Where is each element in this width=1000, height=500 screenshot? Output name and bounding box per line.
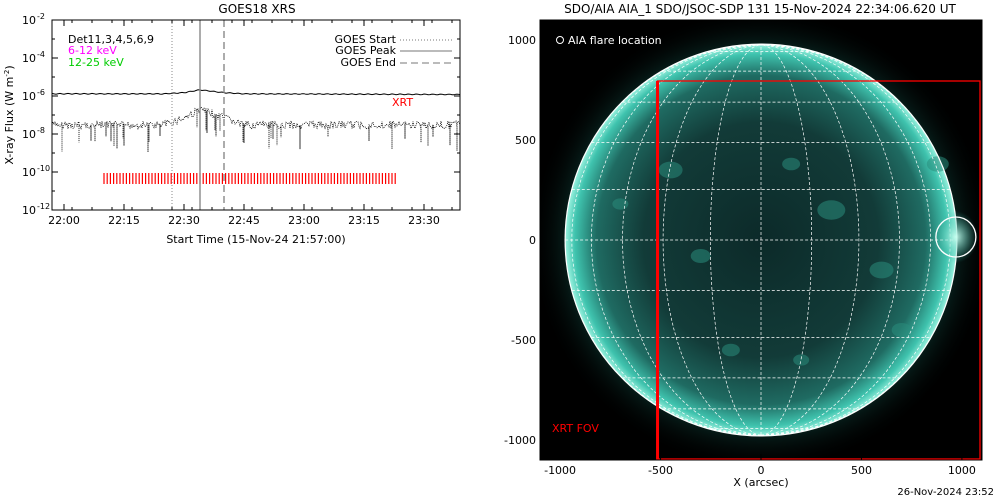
aia-image-title: SDO/AIA AIA_1 SDO/JSOC-SDP 131 15-Nov-20… bbox=[564, 2, 956, 16]
aia-x-tick-label: -1000 bbox=[544, 464, 576, 477]
active-region bbox=[612, 198, 629, 210]
goes-y-tick-label: 10 bbox=[22, 166, 36, 179]
goes-chart-title: GOES18 XRS bbox=[218, 2, 295, 16]
flare-legend-icon bbox=[556, 36, 564, 44]
goes-y-tick-exponent: -4 bbox=[37, 50, 45, 59]
aia-y-tick-label: -500 bbox=[511, 334, 536, 347]
legend-goes-start: GOES Start bbox=[335, 33, 397, 46]
active-region bbox=[869, 261, 894, 279]
goes-x-tick-label: 22:45 bbox=[228, 214, 260, 227]
aia-y-tick-label: 0 bbox=[529, 234, 536, 247]
legend-goes-peak: GOES Peak bbox=[335, 44, 396, 57]
longitude-line bbox=[622, 44, 762, 436]
aia-x-tick-label: 0 bbox=[758, 464, 765, 477]
goes-y-tick-label: 10 bbox=[22, 14, 36, 27]
goes-short-channel-line bbox=[51, 106, 461, 153]
aia-x-tick-label: 500 bbox=[851, 464, 872, 477]
aia-y-tick-label: 1000 bbox=[508, 34, 536, 47]
goes-x-tick-label: 22:30 bbox=[168, 214, 200, 227]
goes-y-axis-label-exp: -2 bbox=[3, 70, 11, 77]
legend-detectors: Det11,3,4,5,6,9 bbox=[68, 33, 154, 46]
goes-legend-right: GOES Start GOES Peak GOES End bbox=[335, 33, 452, 69]
aia-y-ticks: 1000 500 0 -500 -1000 bbox=[504, 34, 536, 447]
flare-brightening bbox=[933, 211, 978, 263]
goes-y-axis-label: X-ray Flux (W m-2) bbox=[3, 65, 16, 164]
goes-xrs-chart: GOES18 XRS 22:00 22:15 22:30 22:45 23:00 23:1… bbox=[3, 2, 461, 246]
goes-x-tick-label: 23:30 bbox=[408, 214, 440, 227]
goes-y-tick-exponent: -10 bbox=[37, 164, 50, 173]
aia-x-ticks: -1000 -500 0 500 1000 bbox=[544, 454, 976, 477]
aia-y-tick-label: -1000 bbox=[504, 434, 536, 447]
goes-x-tick-label: 23:15 bbox=[348, 214, 380, 227]
legend-goes-end: GOES End bbox=[340, 56, 396, 69]
goes-x-tick-label: 22:15 bbox=[108, 214, 140, 227]
aia-y-tick-label: 500 bbox=[515, 134, 536, 147]
goes-x-ticks: 22:00 22:15 22:30 22:45 23:00 23:15 23:30 bbox=[48, 20, 453, 227]
active-region bbox=[658, 161, 683, 179]
generated-date: 26-Nov-2024 23:52 bbox=[897, 487, 994, 498]
active-region bbox=[926, 156, 949, 172]
active-region bbox=[690, 249, 711, 263]
aia-x-axis-label: X (arcsec) bbox=[733, 476, 788, 489]
goes-y-tick-exponent: -2 bbox=[37, 12, 45, 21]
active-region bbox=[782, 157, 801, 171]
goes-y-tick-exponent: -8 bbox=[37, 126, 45, 135]
longitude-line bbox=[760, 44, 813, 436]
legend-12-25-kev: 12-25 keV bbox=[68, 56, 124, 69]
xrt-fov-label: XRT FOV bbox=[552, 422, 599, 435]
goes-y-tick-label: 10 bbox=[22, 128, 36, 141]
active-region bbox=[891, 323, 912, 337]
goes-y-tick-label: 10 bbox=[22, 52, 36, 65]
goes-legend-left: Det11,3,4,5,6,9 6-12 keV 12-25 keV bbox=[68, 33, 154, 69]
active-region bbox=[793, 354, 810, 366]
goes-y-tick-label: 10 bbox=[22, 204, 36, 217]
goes-x-tick-label: 22:00 bbox=[48, 214, 80, 227]
active-region bbox=[817, 200, 846, 220]
aia-x-tick-label: 1000 bbox=[948, 464, 976, 477]
goes-x-tick-label: 23:00 bbox=[288, 214, 320, 227]
goes-long-channel-line bbox=[51, 89, 461, 96]
aia-x-tick-label: -500 bbox=[648, 464, 673, 477]
goes-x-axis-label: Start Time (15-Nov-24 21:57:00) bbox=[166, 233, 345, 246]
goes-y-tick-exponent: -12 bbox=[37, 202, 50, 211]
goes-plot-content bbox=[51, 20, 461, 210]
goes-y-tick-exponent: -6 bbox=[37, 88, 45, 97]
goes-y-axis-label-close: ) bbox=[3, 65, 16, 69]
xrt-coverage-label: XRT bbox=[392, 96, 413, 109]
flare-legend-text: AIA flare location bbox=[568, 34, 662, 47]
active-region bbox=[721, 343, 740, 357]
goes-y-tick-label: 10 bbox=[22, 90, 36, 103]
goes-y-axis-label-text: X-ray Flux (W m bbox=[3, 77, 16, 165]
flare-location-circle bbox=[935, 216, 977, 258]
aia-plot-content bbox=[540, 20, 982, 460]
legend-6-12-kev: 6-12 keV bbox=[68, 44, 117, 57]
